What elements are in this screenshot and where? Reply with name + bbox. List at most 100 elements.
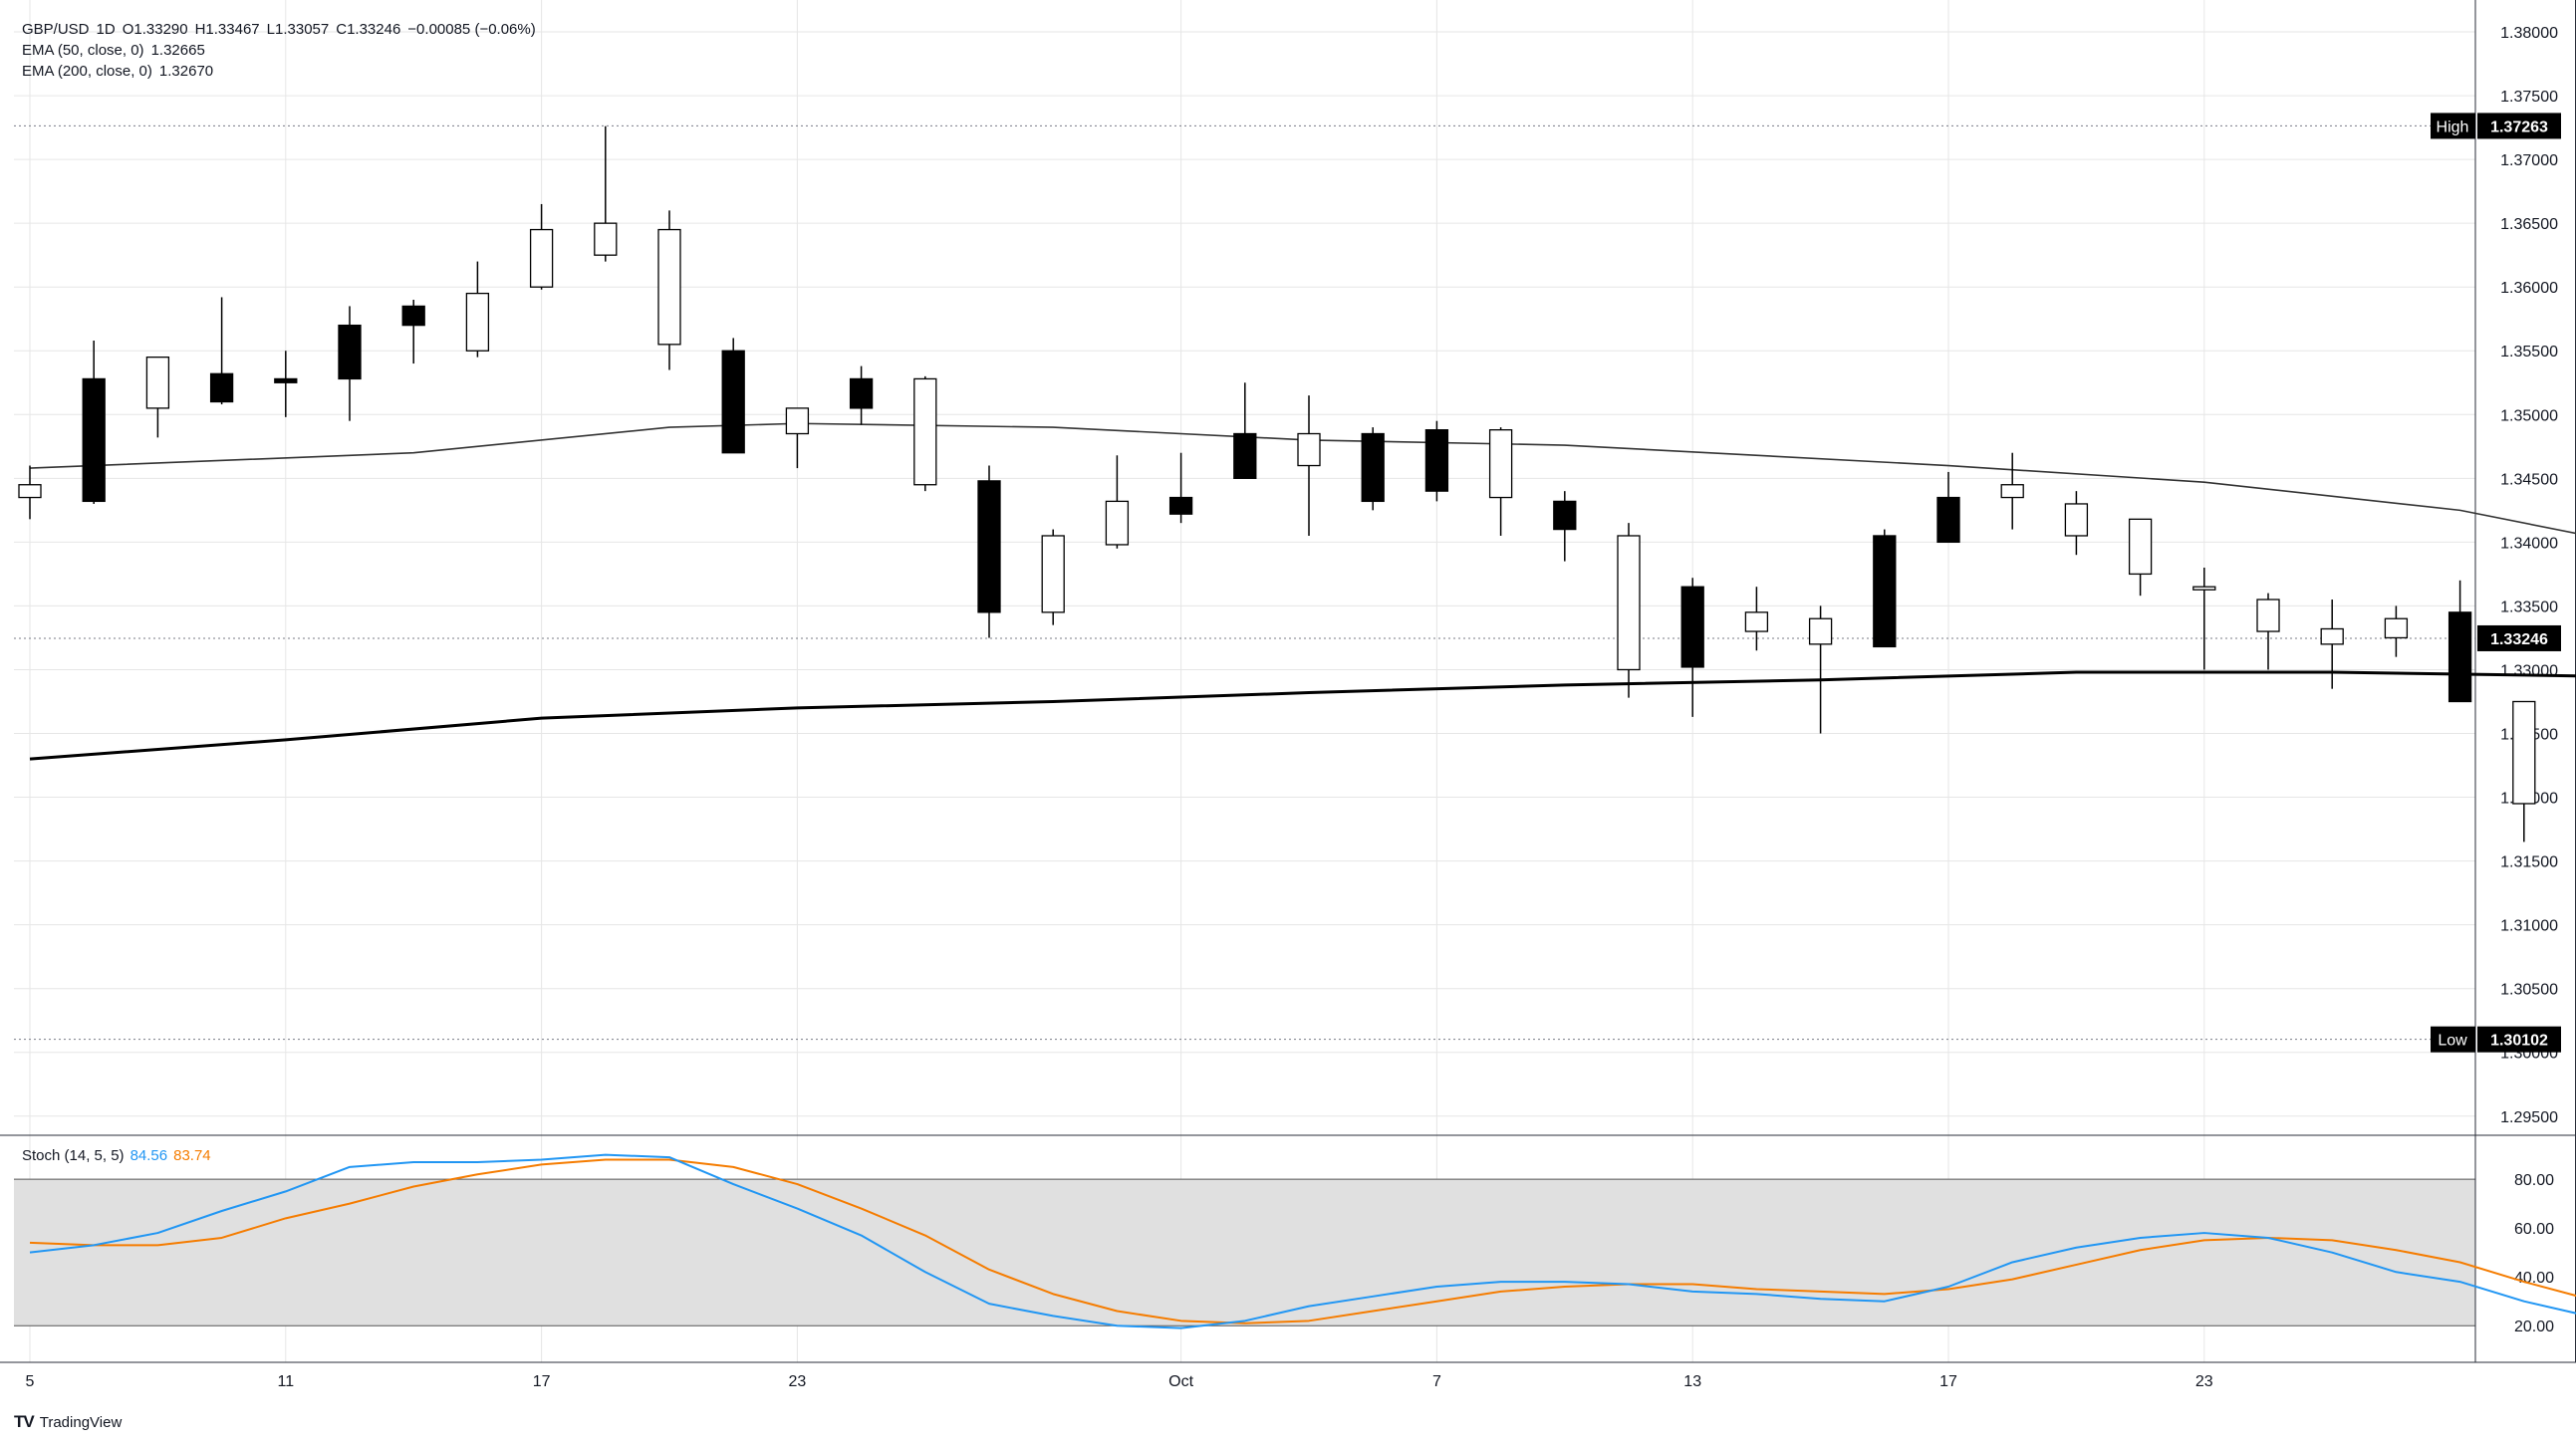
- stoch-d-value: 83.74: [173, 1147, 211, 1164]
- change-value: −0.00085 (−0.06%): [407, 21, 536, 38]
- candle-body: [145, 357, 170, 409]
- candle-body: [465, 292, 490, 352]
- time-tick-label: 13: [1683, 1373, 1701, 1390]
- candle-body: [1041, 535, 1065, 613]
- ema200-label: EMA (200, close, 0): [22, 63, 152, 80]
- candle-body: [1361, 432, 1385, 503]
- price-tick-label: 1.36500: [2500, 216, 2558, 233]
- candle-body: [2447, 611, 2472, 703]
- candle-body: [209, 372, 234, 403]
- candle-body: [1233, 432, 1257, 479]
- candle-body: [1297, 432, 1321, 467]
- high-tag-caption-bg: [2431, 113, 2475, 139]
- time-tick-label: 11: [277, 1373, 294, 1390]
- candle-body: [1680, 586, 1704, 668]
- candle-body: [2384, 617, 2409, 639]
- candle-body: [1936, 496, 1960, 544]
- price-tick-label: 1.38000: [2500, 25, 2558, 42]
- tradingview-logo-icon: TV: [14, 1412, 35, 1431]
- candle-body: [721, 350, 745, 454]
- stoch-label: Stoch (14, 5, 5): [22, 1147, 125, 1164]
- low-tag-caption-bg: [2431, 1026, 2475, 1053]
- close-value: C1.33246: [336, 21, 401, 38]
- price-tick-label: 1.29500: [2500, 1109, 2558, 1126]
- candle-body: [594, 222, 618, 256]
- stoch-legend: Stoch (14, 5, 5) 84.56 83.74: [22, 1147, 211, 1164]
- candle-body: [1168, 496, 1193, 515]
- ema50-label: EMA (50, close, 0): [22, 42, 144, 59]
- stoch-k-value: 84.56: [129, 1147, 168, 1164]
- stoch-tick-label: 20.00: [2514, 1319, 2554, 1335]
- last-price-tag-value: 1.33246: [2490, 631, 2548, 648]
- stoch-k-line: [29, 1153, 2576, 1329]
- time-tick-label: 23: [2195, 1373, 2213, 1390]
- ema200-value: 1.32670: [158, 63, 214, 80]
- interval-label: 1D: [96, 21, 116, 38]
- time-tick-label: 7: [1432, 1373, 1441, 1390]
- price-tick-label: 1.36000: [2500, 280, 2558, 297]
- candle-body: [849, 377, 874, 409]
- candle-body: [2512, 700, 2536, 805]
- price-tick-label: 1.31500: [2500, 854, 2558, 871]
- candle-body: [338, 324, 362, 380]
- candle-body: [401, 305, 425, 327]
- candle-body: [2320, 627, 2344, 645]
- low-value: L1.33057: [266, 21, 330, 38]
- stoch-tick-label: 60.00: [2514, 1221, 2554, 1238]
- high-tag-caption: High: [2437, 119, 2469, 135]
- ema50-value: 1.32665: [150, 42, 205, 59]
- candle-body: [913, 377, 937, 486]
- candle-body: [18, 484, 42, 499]
- price-tick-label: 1.37500: [2500, 89, 2558, 106]
- last-price-tag-value-bg: [2477, 624, 2561, 651]
- candle-body: [785, 407, 810, 435]
- candle-body: [1488, 429, 1513, 499]
- low-tag-value-bg: [2477, 1026, 2561, 1053]
- ema200-line: [29, 670, 2576, 761]
- price-tick-label: 1.34500: [2500, 471, 2558, 488]
- time-tick-label: 17: [533, 1373, 551, 1390]
- high-tag-value-bg: [2477, 113, 2561, 139]
- price-tick-label: 1.30500: [2500, 982, 2558, 999]
- candle-body: [529, 228, 554, 288]
- high-tag-value: 1.37263: [2490, 119, 2548, 135]
- candle-body: [1553, 500, 1577, 531]
- price-tick-label: 1.35000: [2500, 407, 2558, 424]
- candles-group: [18, 125, 2536, 842]
- ema50-line: [29, 422, 2576, 535]
- time-tick-label: Oct: [1168, 1373, 1193, 1390]
- price-tick-label: 1.33500: [2500, 599, 2558, 615]
- price-tick-label: 1.37000: [2500, 152, 2558, 169]
- time-tick-label: 23: [789, 1373, 807, 1390]
- low-tag: Low 1.30102: [2431, 1026, 2561, 1053]
- candle-body: [2000, 484, 2024, 499]
- stoch-d-line: [29, 1158, 2576, 1324]
- tradingview-logo[interactable]: TV TradingView: [14, 1412, 122, 1432]
- candle-body: [2064, 503, 2089, 537]
- stoch-band: [14, 1179, 2475, 1326]
- ohlc-legend: GBP/USD 1D O1.33290 H1.33467 L1.33057 C1.3324…: [22, 20, 543, 40]
- candle-body: [657, 228, 681, 346]
- candle-body: [1617, 535, 1641, 671]
- candle-body: [274, 377, 298, 383]
- candle-body: [1873, 535, 1897, 648]
- candle-body: [82, 377, 106, 503]
- candle-body: [977, 480, 1001, 613]
- last-price-tag: 1.33246: [2477, 624, 2561, 651]
- price-tick-label: 1.31000: [2500, 918, 2558, 935]
- ema50-legend: EMA (50, close, 0) 1.32665: [22, 41, 212, 61]
- tradingview-brand: TradingView: [39, 1413, 123, 1431]
- time-tick-label: 17: [1939, 1373, 1957, 1390]
- low-tag-caption: Low: [2438, 1033, 2467, 1050]
- time-tick-label: 5: [26, 1373, 35, 1390]
- candle-body: [2128, 518, 2153, 576]
- candle-body: [1808, 617, 1833, 645]
- candle-body: [1105, 500, 1130, 546]
- price-tick-label: 1.35500: [2500, 344, 2558, 361]
- stoch-tick-label: 80.00: [2514, 1172, 2554, 1189]
- price-tick-label: 1.34000: [2500, 535, 2558, 552]
- high-value: H1.33467: [194, 21, 260, 38]
- ema200-legend: EMA (200, close, 0) 1.32670: [22, 62, 220, 82]
